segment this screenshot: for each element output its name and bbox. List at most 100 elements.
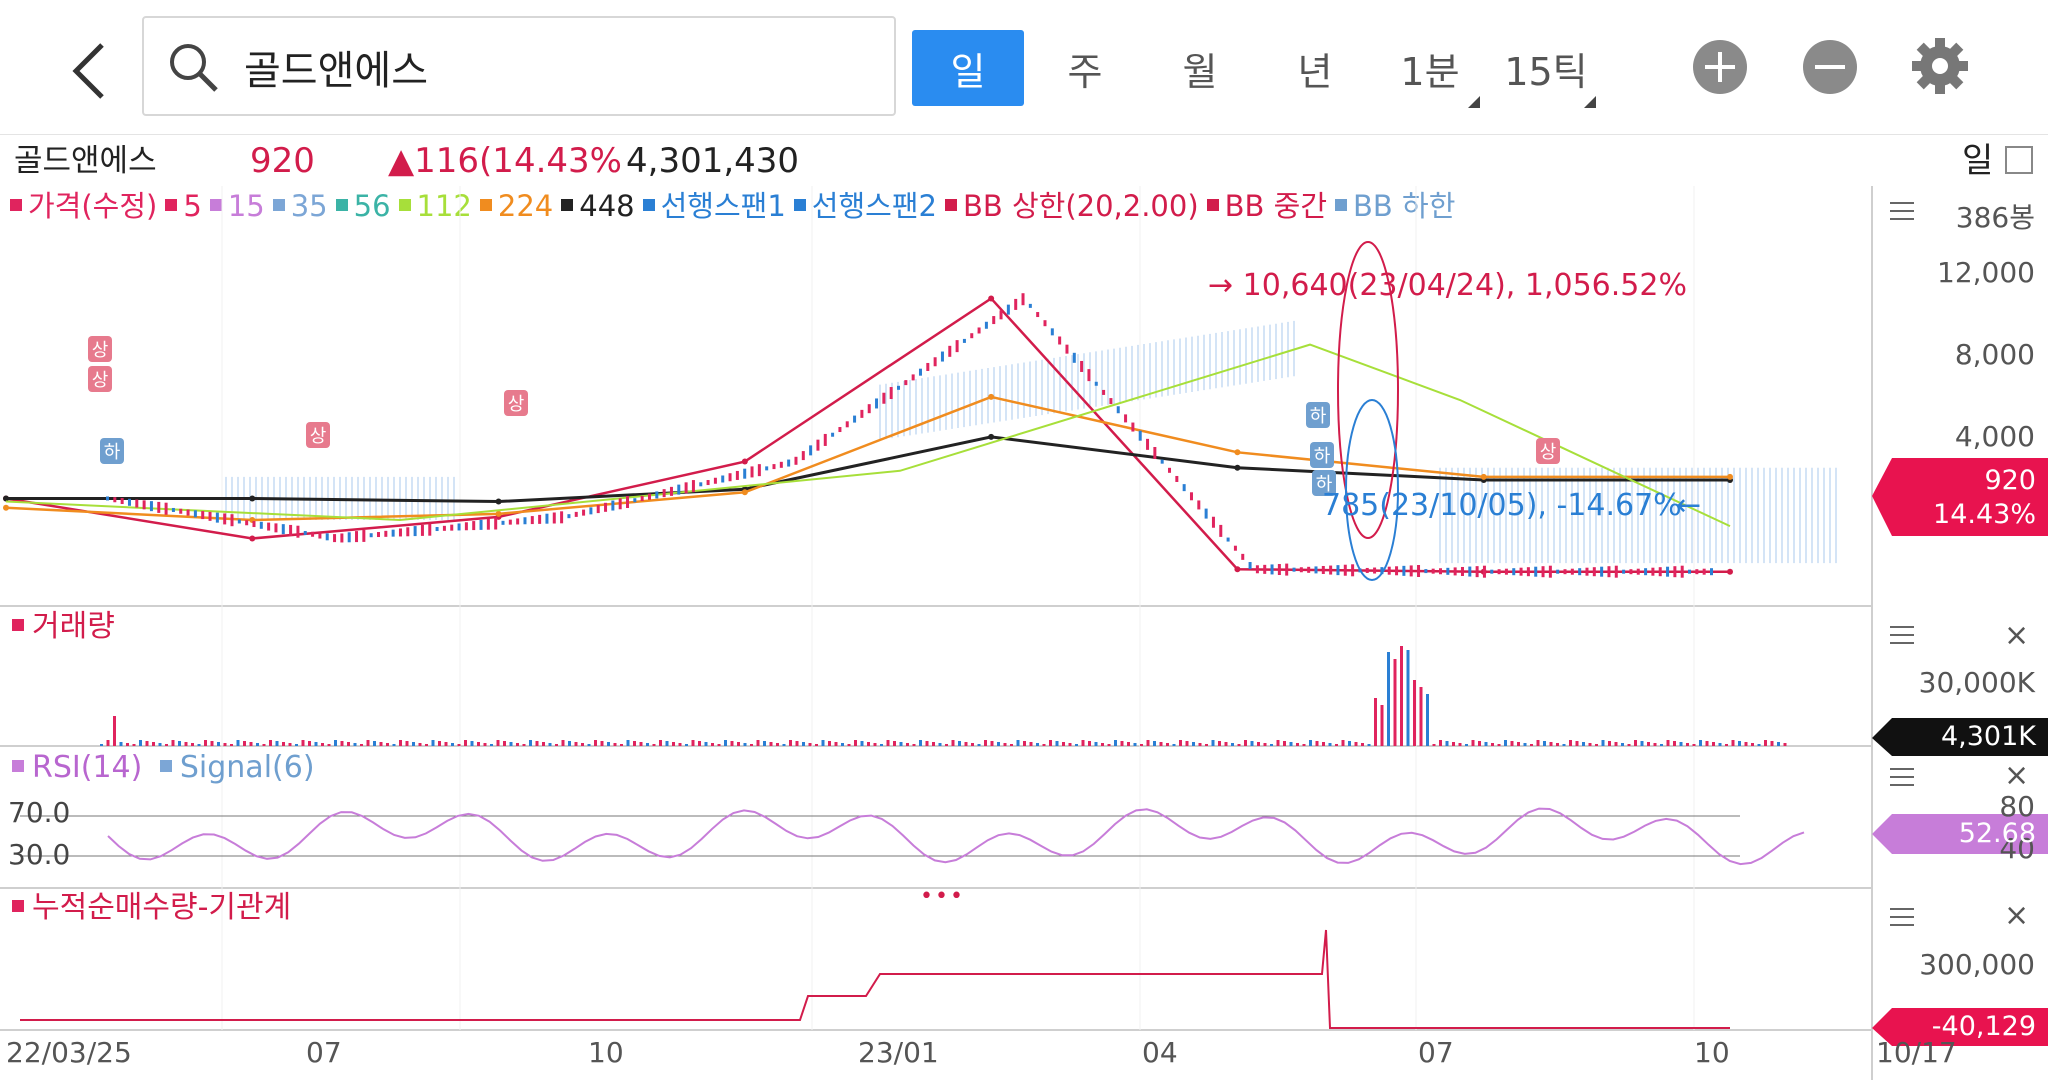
tab-yearly[interactable]: 년 (1297, 49, 1333, 94)
legend-label: 5 (183, 189, 202, 223)
candle (281, 524, 285, 535)
rsi-axis-80: 80 (1999, 790, 2035, 823)
candle (186, 509, 190, 516)
candle (735, 470, 739, 480)
tab-monthly[interactable]: 월 (1182, 49, 1218, 94)
candle (1211, 516, 1215, 528)
candle (1072, 352, 1076, 363)
tab-weekly[interactable]: 주 (1067, 49, 1103, 94)
tab-tick[interactable]: 15틱 (1490, 30, 1602, 108)
high-ellipse (1337, 241, 1399, 539)
zoom-in-button[interactable] (1693, 40, 1747, 94)
volume-bar (1328, 743, 1332, 746)
candle (1329, 565, 1333, 575)
candle (501, 520, 505, 525)
legend-item[interactable]: BB 하한 (1335, 186, 1455, 226)
candle (1189, 492, 1193, 501)
candle (1321, 565, 1325, 574)
legend-item[interactable]: 448 (561, 186, 635, 226)
volume-bar (1595, 744, 1598, 746)
volume-bar (1413, 680, 1416, 746)
limit-up-label: 상 (92, 370, 109, 391)
institution-pane-menu-icon[interactable] (1890, 908, 1914, 926)
volume-bar (438, 741, 441, 746)
expand-icon[interactable] (2005, 146, 2033, 174)
price-tag-pct: 14.43% (1933, 499, 2036, 530)
volume-pane-close-icon[interactable]: × (2004, 618, 2030, 653)
volume-bar (932, 742, 935, 746)
legend-item[interactable]: BB 중간 (1206, 186, 1327, 226)
rsi-pane-close-icon[interactable]: × (2004, 758, 2030, 793)
volume-pane-menu-icon[interactable] (1890, 626, 1914, 644)
candle (743, 468, 747, 479)
candle (1065, 344, 1069, 354)
legend-item[interactable]: 선행스팬2 (793, 186, 937, 226)
tab-minute-label: 1분 (1400, 49, 1460, 94)
volume-bar (1452, 742, 1455, 746)
candle (1666, 566, 1670, 577)
legend-label: BB 상한(20,2.00) (962, 189, 1199, 223)
volume-bar (1634, 740, 1637, 746)
series-point (1234, 464, 1241, 471)
plus-icon (1705, 52, 1735, 82)
candle (1431, 568, 1435, 574)
more-options-icon[interactable]: ••• (920, 884, 965, 909)
price-pane-menu-icon[interactable] (1890, 202, 1914, 220)
candle (538, 514, 542, 524)
candle (1226, 537, 1230, 542)
indicator-legend[interactable]: 가격(수정) 5 15 35 56 112 224 448 선행스팬1 선행스팬2 BB 상한(20… (10, 186, 1463, 226)
candle (1109, 398, 1113, 405)
volume-bar (925, 741, 929, 746)
rsi-pane-menu-icon[interactable] (1890, 768, 1914, 786)
low-annotation-arrow: ← (1676, 488, 1702, 523)
gear-icon[interactable] (1910, 36, 1970, 96)
volume-bar (152, 742, 155, 746)
volume-bar (360, 744, 363, 746)
candle (1102, 389, 1106, 395)
legend-item[interactable]: 56 (335, 186, 391, 226)
tab-minute[interactable]: 1분 (1374, 30, 1486, 108)
legend-item[interactable]: 5 (165, 186, 202, 226)
volume-bar (665, 741, 669, 746)
series-point (988, 393, 995, 400)
period-indicator: 일 (1962, 141, 1994, 181)
rsi-swatch (12, 759, 24, 772)
candle (142, 500, 146, 510)
candle (552, 512, 556, 524)
zoom-out-button[interactable] (1803, 40, 1857, 94)
tab-daily[interactable]: 일 (912, 30, 1024, 106)
candle (1365, 567, 1369, 573)
volume-bar (431, 740, 435, 746)
volume-bar (587, 744, 591, 746)
volume-bar (1302, 744, 1306, 746)
candle (1636, 568, 1640, 575)
volume-bar (1263, 743, 1267, 746)
volume-bar (1374, 698, 1377, 746)
rsi-tag-bg (1872, 814, 2048, 854)
search-input[interactable]: 골드앤에스 (142, 16, 896, 116)
candle (384, 530, 388, 537)
volume-bar (353, 743, 357, 746)
candle (347, 532, 351, 543)
volume-bar (1764, 740, 1767, 746)
volume-bar (1101, 743, 1104, 746)
legend-item[interactable]: 가격(수정) (10, 186, 157, 226)
candle (1395, 566, 1399, 576)
legend-item[interactable]: 224 (479, 186, 553, 226)
legend-item[interactable]: BB 상한(20,2.00) (944, 186, 1199, 226)
legend-item[interactable]: 15 (209, 186, 265, 226)
back-button[interactable] (60, 36, 120, 106)
legend-item[interactable]: 35 (272, 186, 328, 226)
candle (450, 524, 454, 531)
volume-bar (1471, 740, 1475, 746)
volume-bar (964, 742, 968, 746)
candle (794, 456, 798, 465)
candle (1460, 566, 1464, 576)
volume-bar (178, 741, 181, 746)
legend-item[interactable]: 선행스팬1 (642, 186, 786, 226)
institution-pane-close-icon[interactable]: × (2004, 898, 2030, 933)
volume-bar (373, 741, 376, 746)
candle (179, 508, 183, 514)
legend-item[interactable]: 112 (398, 186, 472, 226)
